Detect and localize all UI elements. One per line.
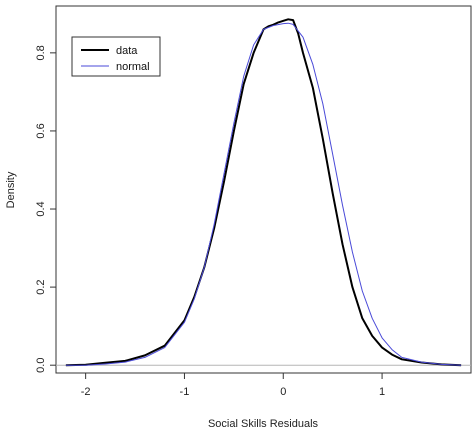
series-layer — [65, 18, 462, 367]
plot-frame — [55, 5, 472, 374]
series-line-normal — [65, 22, 462, 366]
y-axis-label: Density — [5, 171, 17, 208]
x-tick-label: -1 — [180, 386, 190, 398]
y-tick-label: 0.4 — [35, 201, 47, 216]
y-axis: 0.0 0.2 0.4 0.6 0.8 — [35, 45, 56, 373]
legend: data normal — [71, 36, 161, 77]
legend-label-normal: normal — [116, 61, 150, 73]
series-line-data — [65, 18, 462, 367]
legend-box — [71, 36, 161, 77]
x-tick-label: 0 — [280, 386, 286, 398]
x-tick-label: 1 — [379, 386, 385, 398]
x-axis-label: Social Skills Residuals — [208, 418, 319, 430]
y-tick-label: 0.2 — [35, 279, 47, 294]
x-axis: -2 -1 0 1 — [81, 373, 385, 398]
y-tick-label: 0.6 — [35, 123, 47, 138]
legend-label-data: data — [116, 45, 138, 57]
y-tick-label: 0.8 — [35, 45, 47, 60]
y-tick-label: 0.0 — [35, 358, 47, 373]
x-tick-label: -2 — [81, 386, 91, 398]
